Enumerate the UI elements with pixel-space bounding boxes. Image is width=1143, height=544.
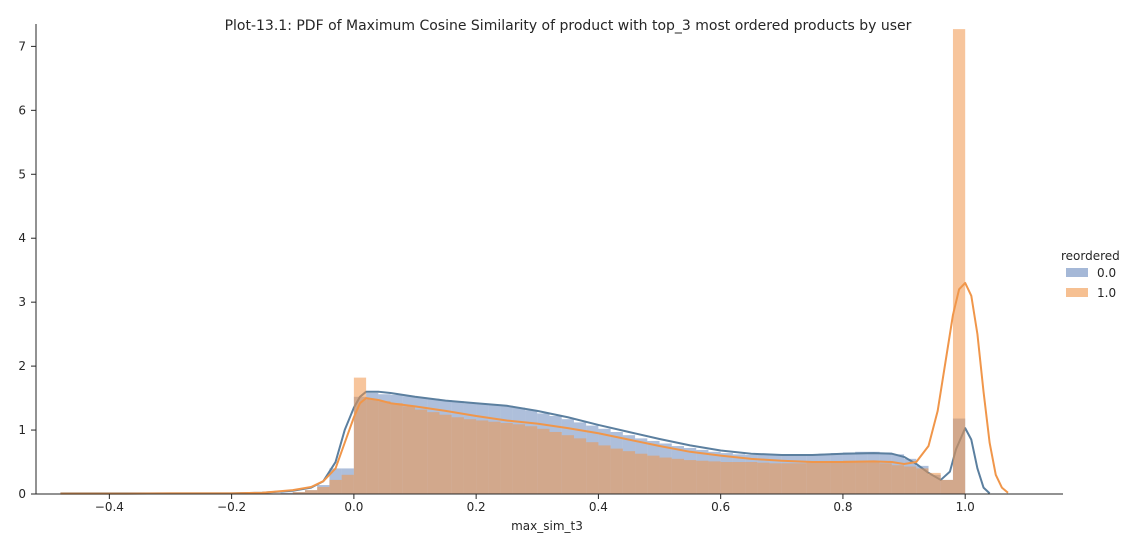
y-tick-label: 6: [18, 103, 26, 117]
series-1-group: [60, 29, 1009, 495]
hist-bar: [500, 423, 513, 494]
legend-label: 1.0: [1097, 286, 1116, 300]
hist-bar: [512, 424, 526, 494]
legend-title: reordered: [1061, 249, 1120, 263]
hist-bar: [622, 451, 636, 494]
y-tick-label: 2: [18, 359, 26, 373]
x-tick-label: 1.0: [956, 500, 975, 514]
hist-bar: [806, 462, 819, 494]
legend-label: 0.0: [1097, 266, 1116, 280]
plot-area: [60, 29, 1009, 495]
y-tick-label: 4: [18, 231, 26, 245]
hist-bar: [378, 401, 391, 494]
hist-bar: [439, 414, 452, 494]
x-tick-label: −0.2: [217, 500, 246, 514]
hist-bar: [292, 492, 305, 494]
hist-bar: [745, 462, 758, 494]
hist-bar: [720, 462, 733, 494]
y-ticks: 0 1 2 3 4 5 6 7: [18, 39, 36, 501]
hist-bar: [476, 420, 489, 494]
hist-bar: [488, 421, 501, 494]
hist-bar: [867, 461, 880, 494]
kde-line: [60, 281, 1009, 495]
hist-bar: [341, 474, 354, 494]
hist-bar: [549, 431, 562, 494]
y-tick-label: 3: [18, 295, 26, 309]
y-tick-label: 5: [18, 167, 26, 181]
x-tick-label: 0.8: [833, 500, 852, 514]
x-tick-label: 0.0: [344, 500, 363, 514]
hist-bar: [561, 435, 574, 494]
legend-swatch: [1066, 268, 1088, 277]
hist-bar: [952, 29, 966, 495]
hist-bar: [891, 465, 905, 494]
hist-bar: [647, 455, 660, 494]
hist-bar: [537, 428, 550, 494]
hist-bar: [402, 406, 416, 494]
hist-bar: [879, 463, 892, 494]
hist-bar: [390, 403, 403, 494]
hist-bar: [794, 463, 807, 494]
y-tick-label: 1: [18, 423, 26, 437]
chart-title: Plot-13.1: PDF of Maximum Cosine Similar…: [225, 18, 912, 34]
hist-bar: [904, 466, 917, 494]
hist-bar: [586, 442, 599, 494]
hist-bar: [304, 490, 318, 494]
hist-bar: [842, 460, 856, 494]
hist-bar: [525, 426, 538, 494]
hist-bar: [598, 445, 611, 494]
hist-bar: [427, 412, 440, 494]
x-ticks: −0.4 −0.2 0.0 0.2 0.4 0.6 0.8 1.0: [95, 494, 975, 514]
y-tick-label: 0: [18, 487, 26, 501]
hist-bar: [573, 438, 587, 494]
hist-bar: [769, 463, 782, 494]
hist-bar: [329, 479, 342, 494]
x-tick-label: −0.4: [95, 500, 124, 514]
x-tick-label: 0.6: [711, 500, 730, 514]
hist-bar: [317, 486, 330, 494]
hist-bar: [855, 460, 868, 494]
hist-bar: [781, 463, 795, 494]
hist-bar: [818, 462, 831, 494]
hist-bar: [659, 457, 672, 494]
hist-bar: [830, 461, 843, 494]
y-tick-label: 7: [18, 39, 26, 53]
x-tick-label: 0.2: [467, 500, 486, 514]
hist-bar: [366, 399, 379, 494]
hist-bar: [671, 458, 684, 494]
hist-bar: [415, 409, 428, 494]
x-tick-label: 0.4: [589, 500, 608, 514]
hist-bar: [928, 472, 941, 494]
hist-bar: [635, 453, 648, 494]
hist-bar: [916, 468, 929, 494]
hist-bar: [610, 448, 623, 494]
legend: reordered 0.01.0: [1061, 249, 1120, 300]
legend-entries: 0.01.0: [1066, 266, 1116, 300]
hist-bar: [683, 460, 697, 494]
hist-bar: [940, 479, 953, 494]
hist-bar: [696, 460, 709, 494]
hist-bar: [463, 419, 477, 494]
hist-bar: [757, 462, 770, 494]
legend-swatch: [1066, 288, 1088, 297]
hist-bar: [451, 417, 464, 494]
hist-bar: [353, 377, 367, 494]
x-axis-label: max_sim_t3: [511, 519, 583, 533]
hist-bar: [732, 462, 746, 494]
hist-bar: [708, 461, 721, 494]
